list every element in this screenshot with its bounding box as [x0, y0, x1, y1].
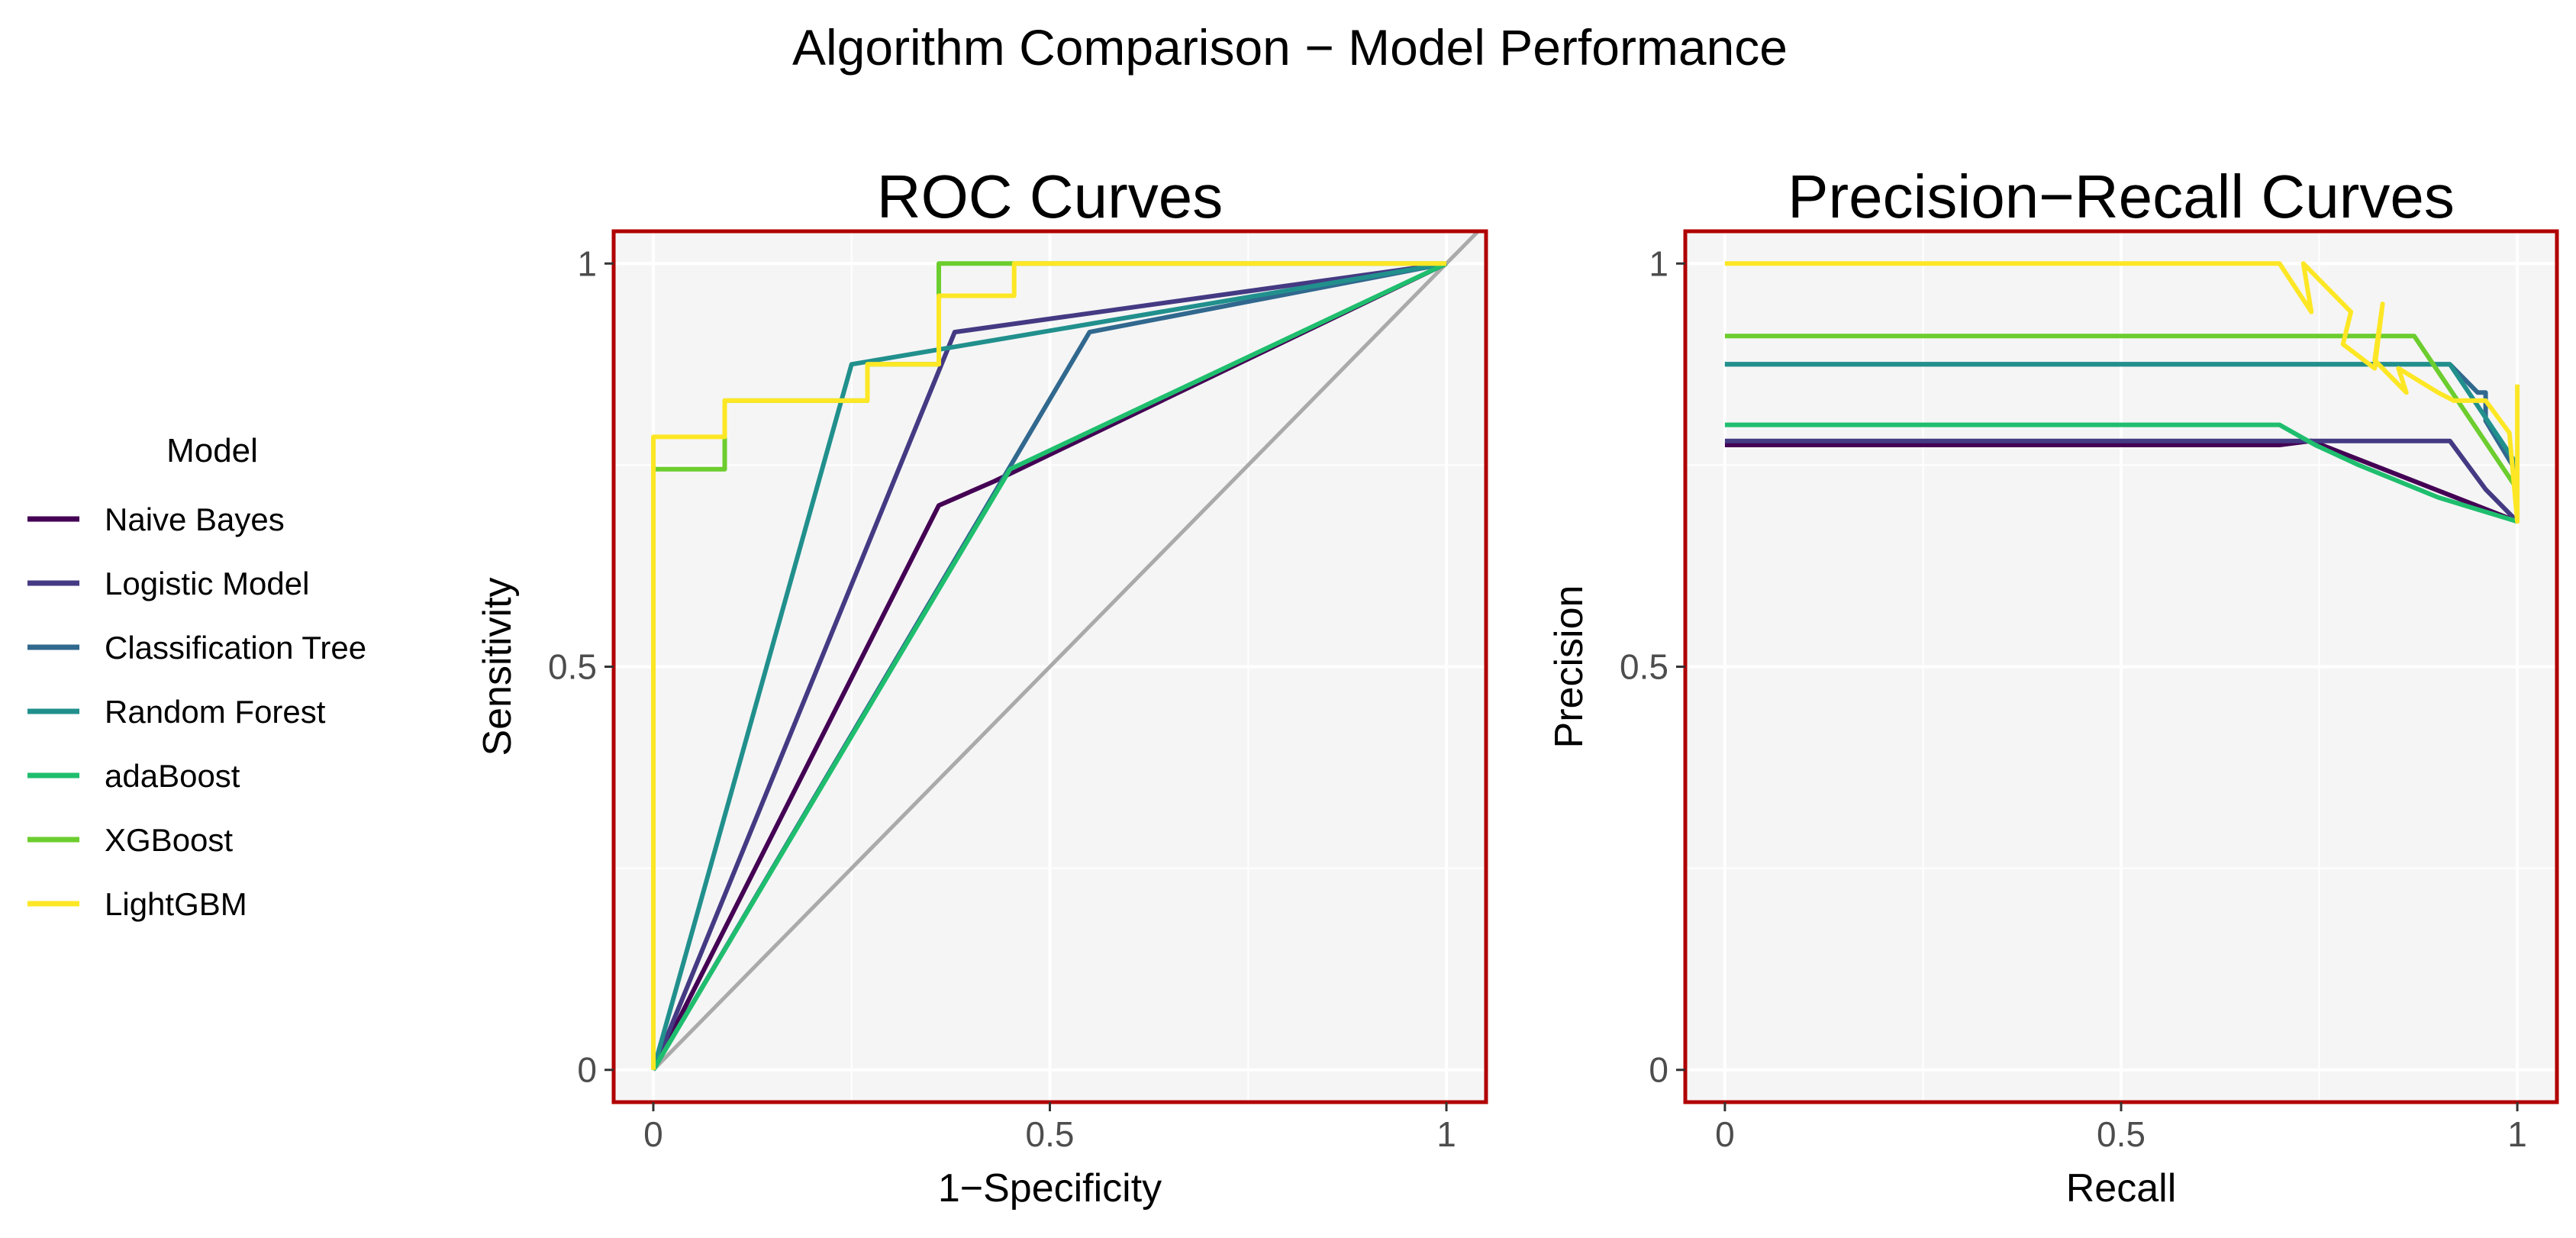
roc-series-logistic-model: [651, 261, 1447, 1071]
pr-series-logistic-model: [1724, 438, 2520, 524]
pr-data-layer: [1724, 261, 2520, 524]
roc-data-layer: [651, 231, 1481, 1072]
roc-y-tick-label: 0.5: [548, 647, 597, 687]
legend-label-lightgbm: LightGBM: [105, 886, 247, 922]
legend-label-random-forest: Random Forest: [105, 694, 326, 730]
figure-title: Algorithm Comparison − Model Performance: [792, 19, 1788, 76]
legend-label-naive-bayes: Naive Bayes: [105, 501, 285, 537]
pr-x-axis-label: Recall: [2066, 1166, 2177, 1211]
roc-series-lightgbm: [651, 261, 1446, 1070]
legend-label-classification-tree: Classification Tree: [105, 630, 366, 666]
roc-y-axis-label: Sensitivity: [476, 577, 520, 756]
pr-y-tick-label: 0: [1649, 1050, 1668, 1090]
pr-y-tick-label: 1: [1649, 243, 1668, 283]
roc-x-tick-label: 0.5: [1026, 1114, 1075, 1154]
pr-x-tick-label: 1: [2507, 1114, 2527, 1154]
pr-series-adaboost: [1724, 422, 2518, 524]
roc-y-tick-label: 0: [577, 1050, 597, 1090]
pr-x-tick-label: 0: [1715, 1114, 1735, 1154]
pr-series-xgboost: [1724, 334, 2520, 491]
pr-y-axis-label: Precision: [1547, 585, 1591, 749]
roc-panel: 0 0.5 1 0 0.5 1 ROC Curves 1−Specificity Sensiti…: [476, 163, 1488, 1211]
legend-label-logistic-model: Logistic Model: [105, 566, 309, 601]
pr-series-random-forest: [1724, 362, 2520, 467]
pr-x-tick-label: 0.5: [2097, 1114, 2146, 1154]
pr-series-lightgbm: [1724, 261, 2520, 524]
pr-y-tick-label: 0.5: [1620, 647, 1668, 687]
roc-x-tick-label: 1: [1436, 1114, 1456, 1154]
legend-label-adaboost: adaBoost: [105, 758, 240, 794]
roc-series-adaboost: [651, 261, 1448, 1072]
legend: Model Naive Bayes Logistic Model Classific…: [27, 432, 366, 922]
legend-title: Model: [166, 432, 258, 469]
roc-y-tick-label: 1: [577, 243, 597, 283]
pr-title: Precision−Recall Curves: [1788, 163, 2455, 231]
roc-x-tick-label: 0: [643, 1114, 663, 1154]
roc-series-random-forest: [651, 261, 1447, 1071]
legend-label-xgboost: XGBoost: [105, 822, 233, 858]
pr-panel: 0 0.5 1 0 0.5 1 Precision−Recall Curves Recall P…: [1547, 163, 2559, 1211]
roc-reference-diagonal: [652, 231, 1481, 1072]
roc-x-axis-label: 1−Specificity: [938, 1166, 1162, 1211]
roc-title: ROC Curves: [877, 163, 1223, 231]
